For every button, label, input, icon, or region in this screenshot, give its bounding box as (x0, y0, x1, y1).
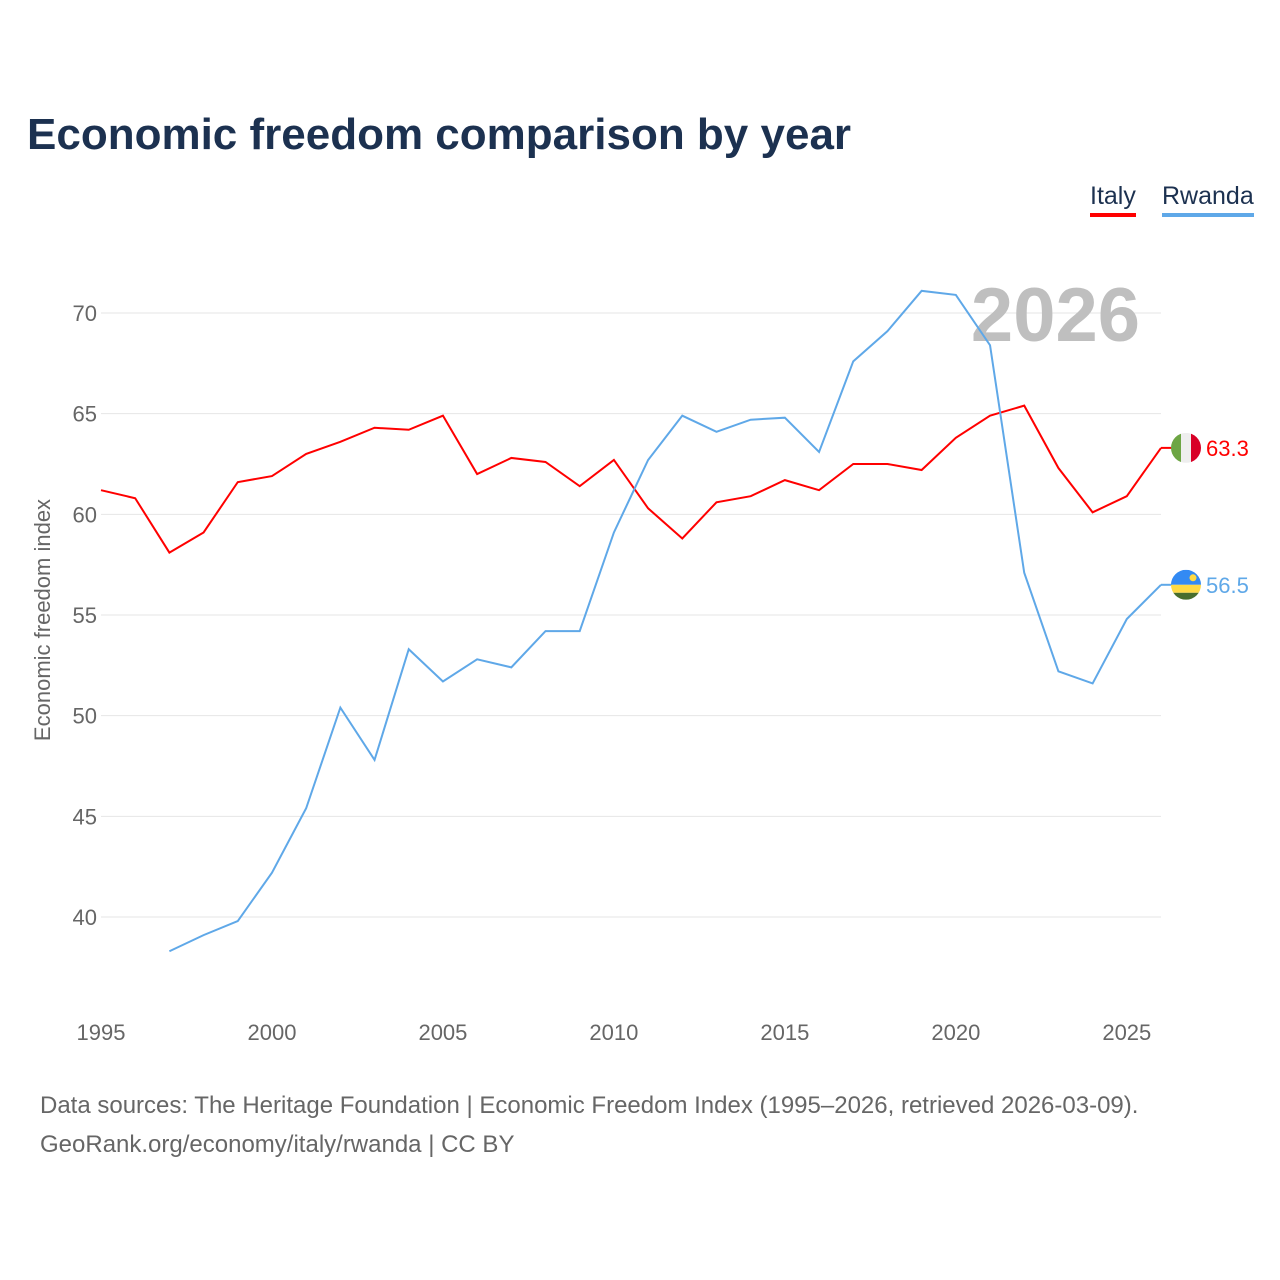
chart-title: Economic freedom comparison by year (27, 110, 852, 159)
source-note: Data sources: The Heritage Foundation | … (40, 1086, 1138, 1164)
end-value-label: 56.5 (1206, 573, 1249, 598)
y-tick-label: 70 (73, 301, 97, 326)
x-tick-label: 2000 (247, 1020, 296, 1045)
end-value-label: 63.3 (1206, 436, 1249, 461)
legend-rwanda[interactable]: Rwanda (1162, 182, 1254, 217)
source-line-1: Data sources: The Heritage Foundation | … (40, 1092, 1139, 1119)
series-line-rwanda (168, 289, 1162, 953)
year-watermark: 2026 (971, 273, 1140, 358)
y-tick-label: 50 (73, 704, 97, 729)
italy-flag-icon (1171, 432, 1201, 463)
y-tick-label: 60 (73, 502, 97, 527)
x-tick-label: 2010 (589, 1020, 638, 1045)
series-line-italy (100, 404, 1162, 554)
y-tick-label: 45 (73, 804, 97, 829)
y-axis-label: Economic freedom index (30, 499, 55, 741)
x-tick-label: 2015 (760, 1020, 809, 1045)
x-tick-label: 1995 (77, 1020, 126, 1045)
x-tick-label: 2020 (931, 1020, 980, 1045)
x-tick-label: 2005 (418, 1020, 467, 1045)
y-tick-label: 40 (73, 905, 97, 930)
y-tick-label: 65 (73, 402, 97, 427)
rwanda-flag-icon (1171, 569, 1201, 600)
source-line-2: GeoRank.org/economy/italy/rwanda | CC BY (40, 1131, 515, 1158)
legend-italy[interactable]: Italy (1090, 182, 1136, 217)
x-tick-label: 2025 (1102, 1020, 1151, 1045)
y-tick-label: 55 (73, 603, 97, 628)
